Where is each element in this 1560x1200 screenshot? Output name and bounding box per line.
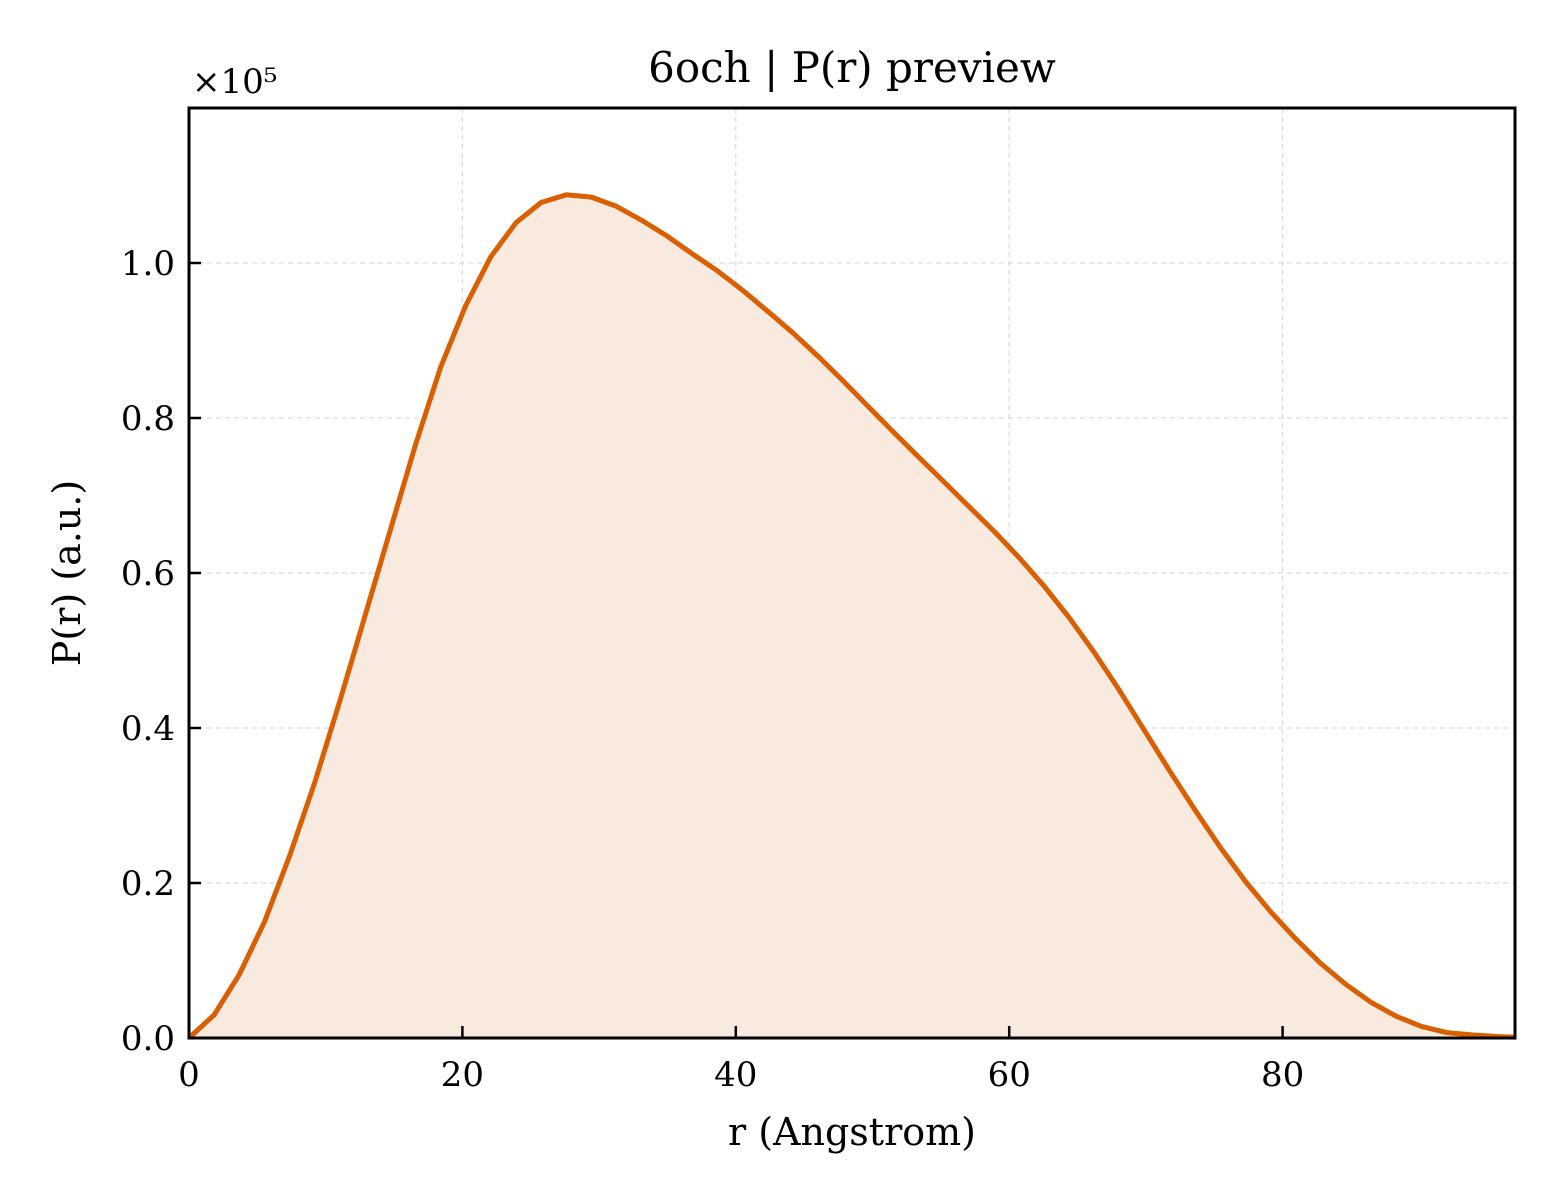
x-tick-label: 40	[714, 1055, 757, 1095]
y-tick-label: 1.0	[121, 244, 175, 284]
ticks: 0 20 40 60 80 0.0 0.2 0.4 0.6 0.8 1.0	[121, 244, 1304, 1095]
series-area-fill	[189, 194, 1515, 1039]
y-axis-label: P(r) (a.u.)	[45, 480, 89, 666]
plot-frame	[187, 106, 1517, 1040]
x-tick-label: 20	[441, 1055, 484, 1095]
y-tick-label: 0.2	[121, 864, 175, 904]
x-tick-label: 60	[988, 1055, 1031, 1095]
y-scale-label: ×10⁵	[192, 62, 277, 102]
chart-title: 6och | P(r) preview	[648, 43, 1056, 92]
x-tick-label: 0	[178, 1055, 200, 1095]
y-tick-label: 0.0	[121, 1019, 175, 1059]
y-tick-label: 0.4	[121, 709, 175, 749]
series-line	[187, 192, 1516, 1040]
x-axis-label: r (Angstrom)	[728, 1110, 976, 1154]
y-tick-label: 0.6	[121, 554, 175, 594]
x-tick-label: 80	[1261, 1055, 1304, 1095]
y-tick-label: 0.8	[121, 399, 175, 439]
